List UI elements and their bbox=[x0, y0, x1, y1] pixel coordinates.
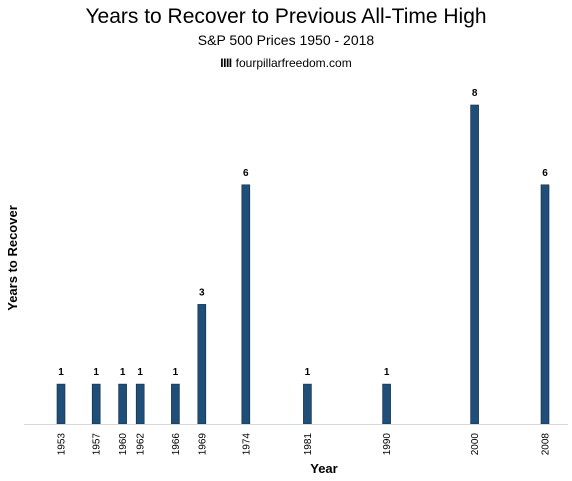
x-tick-1969: 1969 bbox=[197, 433, 208, 456]
x-tick-1962: 1962 bbox=[136, 433, 147, 456]
data-label-1969: 3 bbox=[199, 287, 205, 298]
brand-logo-icon: IIII bbox=[220, 56, 232, 70]
data-label-1974: 6 bbox=[243, 168, 249, 179]
chart-subtitle: S&P 500 Prices 1950 - 2018 bbox=[197, 32, 375, 48]
data-label-1962: 1 bbox=[137, 367, 143, 378]
x-tick-labels-group: 1953 1957 1960 1962 1966 1969 1974 1981 1990 2000… bbox=[57, 433, 552, 456]
bar-1953 bbox=[56, 383, 66, 425]
x-tick-1957: 1957 bbox=[92, 433, 103, 456]
brand-text: fourpillarfreedom.com bbox=[235, 56, 352, 70]
data-label-1953: 1 bbox=[58, 367, 64, 378]
chart-title: Years to Recover to Previous All-Time Hi… bbox=[85, 5, 487, 28]
x-tick-1990: 1990 bbox=[382, 433, 393, 456]
data-label-2008: 6 bbox=[542, 168, 548, 179]
x-tick-1981: 1981 bbox=[303, 433, 314, 456]
bar-2008 bbox=[540, 184, 550, 425]
x-tick-2008: 2008 bbox=[541, 433, 552, 456]
bar-1966 bbox=[171, 383, 180, 425]
bar-2000 bbox=[470, 104, 479, 425]
bar-1981 bbox=[303, 383, 312, 425]
bars-group bbox=[56, 104, 550, 425]
data-label-1981: 1 bbox=[305, 367, 311, 378]
data-label-2000: 8 bbox=[472, 88, 478, 99]
x-tick-1966: 1966 bbox=[171, 433, 182, 456]
bar-1962 bbox=[135, 383, 145, 425]
bar-1960 bbox=[118, 383, 127, 425]
y-axis-label: Years to Recover bbox=[5, 205, 20, 311]
data-label-1990: 1 bbox=[384, 367, 390, 378]
bar-1957 bbox=[91, 383, 101, 425]
data-label-1960: 1 bbox=[120, 367, 126, 378]
bar-1990 bbox=[382, 383, 391, 425]
brand-line: IIII fourpillarfreedom.com bbox=[0, 55, 572, 71]
bar-1969 bbox=[197, 304, 207, 425]
x-tick-2000: 2000 bbox=[470, 433, 481, 456]
x-axis-label: Year bbox=[310, 461, 337, 476]
data-label-1966: 1 bbox=[173, 367, 179, 378]
data-label-1957: 1 bbox=[93, 367, 99, 378]
x-tick-1960: 1960 bbox=[118, 433, 129, 456]
x-tick-1974: 1974 bbox=[241, 433, 252, 456]
x-tick-1953: 1953 bbox=[57, 433, 68, 456]
bar-1974 bbox=[241, 184, 251, 425]
